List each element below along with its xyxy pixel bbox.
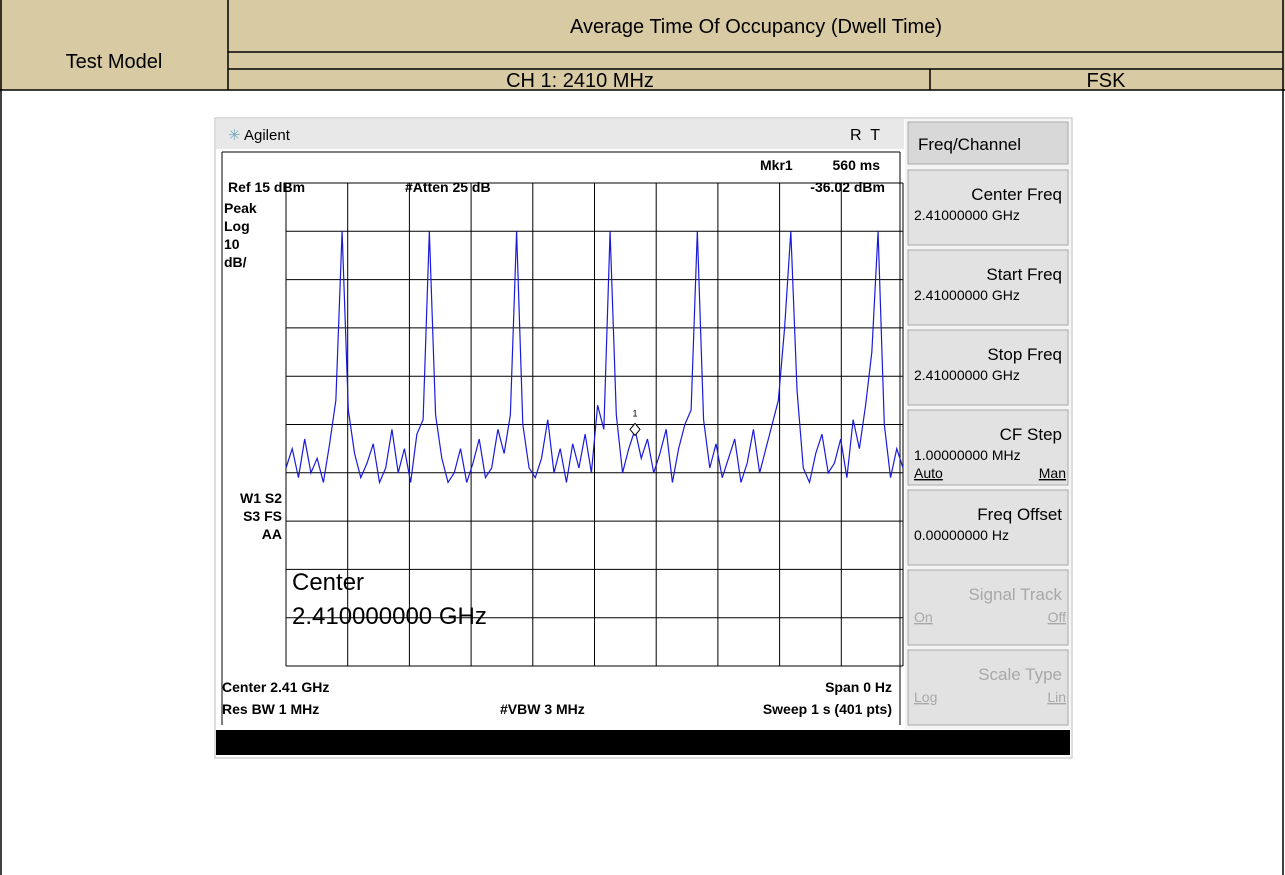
span: Span 0 Hz — [825, 679, 892, 695]
logo: ✳ — [228, 127, 241, 144]
marker — [629, 422, 641, 437]
softkey-label: Center Freq — [971, 185, 1062, 204]
softkey-value: 1.00000000 MHz — [914, 447, 1021, 463]
softkey-option: Log — [914, 689, 937, 705]
softkey-option: On — [914, 609, 933, 625]
modulation: FSK — [1087, 70, 1127, 92]
softkey-option: Lin — [1047, 689, 1066, 705]
softkey-value: 0.00000000 Hz — [914, 527, 1009, 543]
scale-label: 10 — [224, 236, 240, 252]
ref-level: Ref 15 dBm — [228, 179, 305, 195]
sweep: Sweep 1 s (401 pts) — [763, 701, 892, 717]
table-title: Average Time Of Occupancy (Dwell Time) — [570, 16, 942, 38]
menu-title-text: Freq/Channel — [918, 135, 1021, 154]
center-annotation: 2.410000000 GHz — [292, 603, 487, 630]
trace — [285, 231, 904, 485]
softkey-label: Stop Freq — [987, 345, 1062, 364]
status-bar — [216, 730, 1070, 755]
scale-label: Peak — [224, 200, 257, 216]
row-header: Test Model — [66, 51, 163, 73]
softkey-option: Off — [1048, 609, 1067, 625]
scale-label: Log — [224, 218, 250, 234]
channel: CH 1: 2410 MHz — [506, 70, 654, 92]
softkey — [907, 569, 1069, 646]
brand: Agilent — [244, 127, 291, 144]
softkey[interactable] — [907, 249, 1069, 326]
softkey-label: Freq Offset — [977, 505, 1062, 524]
menu-title — [907, 121, 1069, 165]
softkey-label: Scale Type — [978, 665, 1062, 684]
marker-level: -36.02 dBm — [810, 179, 885, 195]
marker-time: 560 ms — [833, 157, 881, 173]
softkey-option: Man — [1039, 465, 1066, 481]
center: Center 2.41 GHz — [222, 679, 329, 695]
softkey-option: Auto — [914, 465, 943, 481]
softkey[interactable] — [907, 489, 1069, 566]
softkey[interactable] — [907, 329, 1069, 406]
analyzer-topbar — [216, 119, 904, 149]
softkey-label: CF Step — [1000, 425, 1062, 444]
softkey — [907, 649, 1069, 726]
softkey[interactable] — [907, 169, 1069, 246]
softkey-value: 2.41000000 GHz — [914, 207, 1020, 223]
rbw: Res BW 1 MHz — [222, 701, 319, 717]
status: R T — [850, 127, 880, 144]
softkey[interactable] — [907, 409, 1069, 486]
softkey-label: Signal Track — [968, 585, 1062, 604]
vbw: #VBW 3 MHz — [500, 701, 585, 717]
flag: AA — [262, 526, 282, 542]
marker-label: 1 — [633, 408, 638, 418]
marker-name: Mkr1 — [760, 157, 793, 173]
softkey-label: Start Freq — [986, 265, 1062, 284]
flag: W1 S2 — [240, 490, 282, 506]
flag: S3 FS — [243, 508, 282, 524]
header-band — [0, 0, 1285, 90]
center-annotation: Center — [292, 569, 364, 596]
softkey-value: 2.41000000 GHz — [914, 367, 1020, 383]
softkey-value: 2.41000000 GHz — [914, 287, 1020, 303]
scale-label: dB/ — [224, 254, 247, 270]
atten: #Atten 25 dB — [405, 179, 491, 195]
